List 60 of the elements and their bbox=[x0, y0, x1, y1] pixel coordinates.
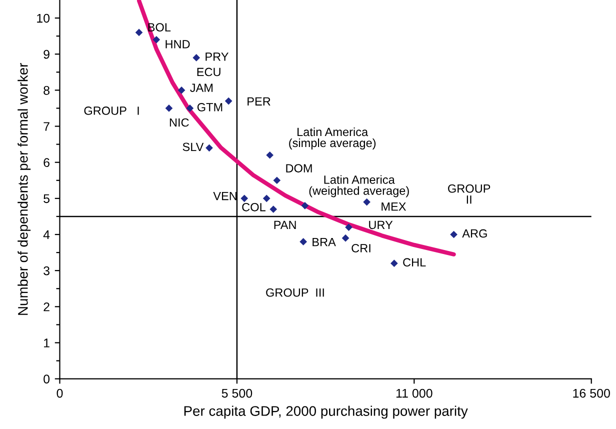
point bbox=[206, 144, 213, 152]
annotation: COL bbox=[242, 202, 266, 212]
annotation: NIC bbox=[170, 118, 189, 127]
annotation: PAN bbox=[274, 220, 296, 229]
point bbox=[152, 36, 160, 44]
annotation: HND bbox=[166, 40, 190, 48]
annotation: ARG bbox=[462, 229, 487, 238]
annotation: VEN bbox=[213, 192, 236, 200]
annotation: SLV bbox=[182, 142, 204, 152]
point bbox=[224, 97, 232, 105]
y-tick-label: 0 bbox=[44, 374, 50, 384]
annotation: GROUP II bbox=[448, 184, 490, 204]
point bbox=[342, 234, 350, 242]
point bbox=[300, 238, 307, 246]
annotation: Latin America (weighted average) bbox=[309, 175, 409, 198]
y-tick-label: 7 bbox=[44, 122, 50, 131]
x-tick-label: 0 bbox=[56, 388, 63, 398]
annotation: URY bbox=[369, 220, 393, 230]
point bbox=[266, 151, 274, 159]
annotation: PER bbox=[248, 97, 270, 106]
point bbox=[262, 194, 270, 202]
point bbox=[165, 104, 173, 112]
y-tick-label: 2 bbox=[44, 302, 50, 312]
y-tick-label: 6 bbox=[44, 158, 50, 167]
y-tick-label: 10 bbox=[37, 14, 50, 23]
x-tick-label: 11 000 bbox=[396, 388, 432, 398]
annotation: DOM bbox=[286, 164, 312, 172]
point bbox=[240, 194, 248, 202]
y-tick-label: 9 bbox=[44, 50, 50, 59]
annotation: ECU bbox=[197, 68, 220, 76]
x-axis-title: Per capita GDP, 2000 purchasing power parity bbox=[184, 406, 468, 419]
y-tick-label: 8 bbox=[44, 86, 50, 95]
annotation: CRI bbox=[352, 244, 370, 252]
point bbox=[135, 28, 143, 36]
annotation: JAM bbox=[190, 84, 213, 92]
x-tick-label: 5 500 bbox=[222, 388, 252, 398]
y-tick-label: 4 bbox=[43, 230, 50, 240]
point bbox=[301, 202, 309, 210]
y-tick-label: 1 bbox=[44, 338, 50, 348]
y-axis-title: Number of dependents per formal worker bbox=[18, 63, 31, 315]
annotation: GROUP I bbox=[84, 106, 139, 115]
x-tick-label: 16 500 bbox=[573, 388, 610, 398]
point bbox=[178, 86, 186, 94]
point bbox=[345, 224, 352, 231]
annotation: GTM bbox=[197, 103, 222, 112]
point bbox=[363, 198, 370, 206]
annotation: CHL bbox=[403, 258, 426, 267]
point bbox=[192, 54, 200, 62]
annotation: BRA bbox=[312, 238, 336, 246]
y-tick-label: 5 bbox=[44, 194, 50, 204]
point bbox=[450, 230, 458, 238]
point bbox=[390, 260, 398, 268]
point bbox=[273, 176, 281, 184]
point bbox=[186, 104, 194, 112]
annotation: PRY bbox=[206, 52, 228, 61]
annotation: Latin America (simple average) bbox=[289, 127, 376, 150]
annotation: MEX bbox=[382, 202, 406, 211]
y-tick-label: 3 bbox=[44, 266, 50, 276]
annotation: GROUP III bbox=[266, 288, 324, 297]
point bbox=[270, 206, 278, 213]
